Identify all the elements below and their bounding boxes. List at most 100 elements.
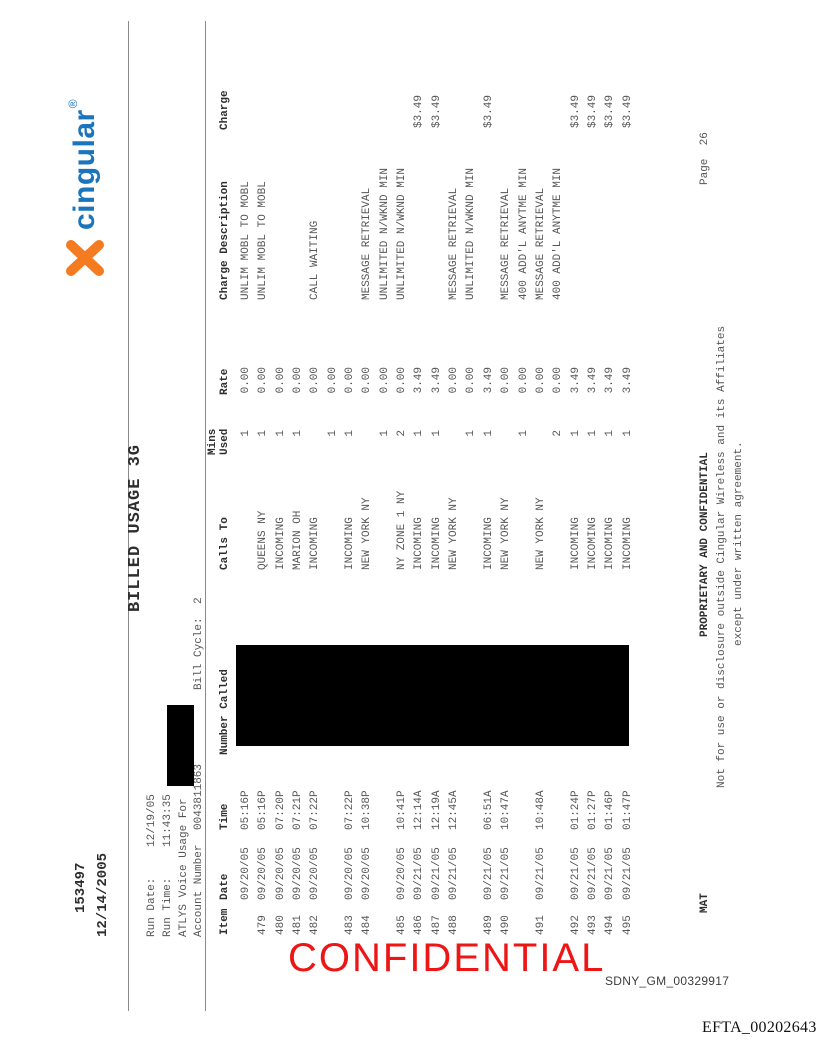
cell-charge-description: UNLIM MOBL TO MOBL [240, 181, 252, 300]
cell-time: 12:45A [448, 790, 461, 830]
table-row: 493 09/21/05 01:27P INCOMING 1 3.49 $3.4… [587, 35, 604, 935]
cell-charge: $3.49 [430, 95, 443, 129]
cell-date: 09/21/05 [482, 847, 495, 900]
cell-date: 09/21/05 [569, 847, 582, 900]
cell-rate: 3.49 [604, 367, 617, 394]
cell-charge-description: UNLIMITED N/WKND MIN [396, 167, 409, 300]
cell-rate: 0.00 [309, 367, 322, 394]
cell-mins-used: 2 [396, 430, 409, 437]
cell-rate: 0.00 [396, 367, 409, 394]
cell-mins-used: 1 [378, 430, 391, 437]
cell-date: 09/21/05 [621, 847, 634, 900]
column-header-number-called: Number Called [219, 669, 231, 755]
cell-time: 07:20P [274, 790, 287, 830]
cell-calls-to: INCOMING [413, 517, 426, 570]
cell-item: 483 [344, 915, 357, 935]
cell-rate: 0.00 [500, 367, 513, 394]
cell-date: 09/20/05 [396, 847, 409, 900]
footer-proprietary: PROPRIETARY AND CONFIDENTIAL [699, 452, 711, 637]
cell-rate: 0.00 [257, 367, 270, 394]
table-row: 1 0.00 UNLIMITED N/WKND MIN [465, 35, 482, 935]
cell-date: 09/21/05 [604, 847, 617, 900]
cell-calls-to: QUEENS NY [257, 510, 270, 570]
table-row: 09/20/05 05:16P 1 0.00 UNLIM MOBL TO MOB… [240, 35, 257, 935]
cell-time: 01:24P [569, 790, 582, 830]
column-header-date: Date [219, 873, 231, 900]
cell-item: 490 [500, 915, 513, 935]
cell-charge-description: MESSAGE RETRIEVAL [534, 187, 547, 300]
table-row: 491 09/21/05 10:48A NEW YORK NY 0.00 MES… [535, 35, 552, 935]
cell-date: 09/20/05 [344, 847, 357, 900]
cell-calls-to: NEW YORK NY [361, 497, 374, 570]
footer-left: MAT [699, 893, 711, 913]
cell-date: 09/20/05 [274, 847, 287, 900]
cell-rate: 3.49 [482, 367, 495, 394]
table-row: 488 09/21/05 12:45A NEW YORK NY 0.00 MES… [448, 35, 465, 935]
table-row: 482 09/20/05 07:22P INCOMING 0.00 CALL W… [309, 35, 326, 935]
table-row: 489 09/21/05 06:51A INCOMING 1 3.49 $3.4… [483, 35, 500, 935]
cell-item: 482 [309, 915, 322, 935]
cell-calls-to: MARION OH [292, 510, 305, 570]
table-row: 479 09/20/05 05:16P QUEENS NY 1 0.00 UNL… [257, 35, 274, 935]
cell-calls-to: INCOMING [604, 517, 617, 570]
cell-date: 09/20/05 [257, 847, 270, 900]
bates-number-efta: EFTA_00202643 [702, 1019, 816, 1036]
cell-mins-used: 2 [552, 430, 565, 437]
cell-rate: 0.00 [465, 367, 478, 394]
column-header-mins-2: Used [219, 428, 231, 455]
table-row: 492 09/21/05 01:24P INCOMING 1 3.49 $3.4… [570, 35, 587, 935]
cell-calls-to: INCOMING [569, 517, 582, 570]
brand-wordmark: cingular [68, 109, 101, 230]
table-row: 2 0.00 400 ADD'L ANYTME MIN [552, 35, 569, 935]
cell-mins-used: 1 [586, 430, 599, 437]
cell-rate: 3.49 [621, 367, 634, 394]
table-header-row: Mins Item Date Time Number Called Calls … [207, 35, 233, 935]
cell-time: 10:41P [396, 790, 409, 830]
cell-calls-to: INCOMING [274, 517, 287, 570]
cell-rate: 0.00 [274, 367, 287, 394]
cell-calls-to: INCOMING [430, 517, 443, 570]
cell-rate: 0.00 [240, 367, 252, 394]
doc-date: 12/14/2005 [95, 852, 111, 937]
cell-item: 491 [534, 915, 547, 935]
cell-time: 07:22P [344, 790, 357, 830]
table-row: 490 09/21/05 10:47A NEW YORK NY 0.00 MES… [500, 35, 517, 935]
cell-item: 494 [604, 915, 617, 935]
column-header-time: Time [219, 803, 231, 830]
cell-item: 495 [621, 915, 634, 935]
page-number: Page 26 [699, 132, 711, 185]
cell-rate: 0.00 [292, 367, 305, 394]
cell-item: 481 [292, 915, 305, 935]
cingular-x-icon [66, 240, 104, 276]
table-row: 483 09/20/05 07:22P INCOMING 1 0.00 [344, 35, 361, 935]
cell-mins-used: 1 [465, 430, 478, 437]
cell-charge: $3.49 [621, 95, 634, 129]
cell-charge-description: UNLIMITED N/WKND MIN [465, 167, 478, 300]
cell-calls-to: INCOMING [309, 517, 322, 570]
cell-rate: 3.49 [430, 367, 443, 394]
cingular-logo: cingular ® [62, 99, 108, 280]
column-header-charge: Charge [219, 90, 231, 130]
cell-calls-to: NY ZONE 1 NY [396, 490, 409, 570]
cell-charge-description: MESSAGE RETRIEVAL [500, 187, 513, 300]
cell-charge-description: UNLIMITED N/WKND MIN [378, 167, 391, 300]
cell-item: 479 [257, 915, 270, 935]
cell-charge: $3.49 [413, 95, 426, 129]
usage-for-label: ATLYS Voice Usage For [178, 798, 190, 937]
table-row: 495 09/21/05 01:47P INCOMING 1 3.49 $3.4… [622, 35, 639, 935]
account-number-value: 0043811863 [193, 763, 205, 830]
column-header-calls-to: Calls To [219, 517, 231, 570]
cell-mins-used: 1 [482, 430, 495, 437]
cell-calls-to: INCOMING [344, 517, 357, 570]
footer-disclosure-line-2: except under written agreement. [733, 441, 745, 646]
column-header-mins-1: Mins [207, 428, 219, 455]
bill-cycle-label: Bill Cycle: [193, 617, 205, 690]
cell-charge: $3.49 [586, 95, 599, 129]
cell-rate: 0.00 [552, 367, 565, 394]
cell-rate: 0.00 [534, 367, 547, 394]
table-row: 1 0.00 400 ADD'L ANYTME MIN [518, 35, 535, 935]
cell-rate: 0.00 [326, 367, 339, 394]
cell-time: 10:38P [361, 790, 374, 830]
run-time-label: Run Time: [162, 877, 174, 937]
cell-date: 09/21/05 [586, 847, 599, 900]
